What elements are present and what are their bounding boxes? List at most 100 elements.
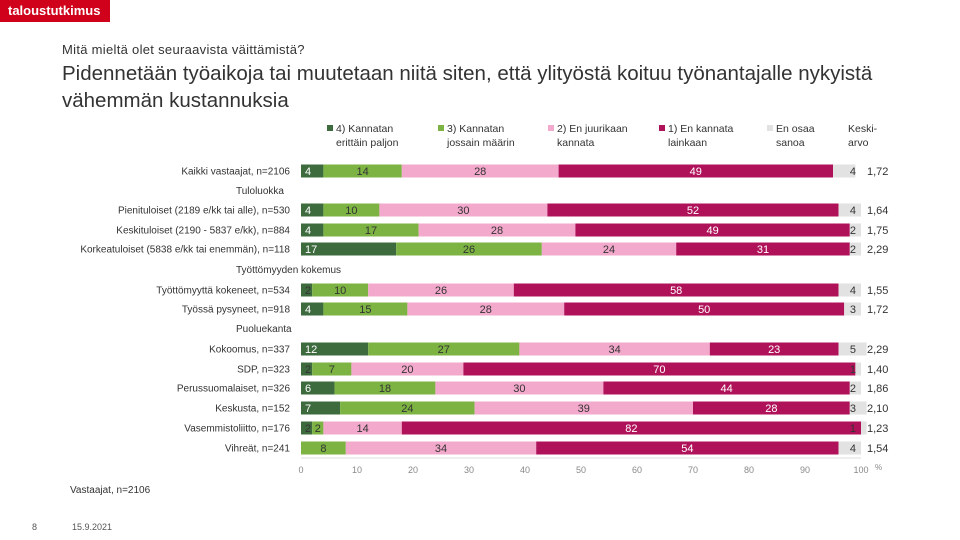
date: 15.9.2021 [72, 522, 113, 532]
data-label: 28 [491, 225, 503, 237]
data-label: 1 [850, 364, 856, 376]
row-label: Vihreät, n=241 [225, 444, 291, 455]
mean-header: Keski-arvo [848, 123, 878, 149]
bar-segment [844, 302, 861, 316]
legend-label: En osaa sanoa [776, 123, 815, 149]
mean-value: 1,72 [867, 304, 888, 316]
data-label: 14 [356, 166, 368, 178]
data-label: 20 [401, 364, 413, 376]
data-label: 31 [757, 244, 769, 256]
bar-segment [838, 441, 861, 455]
data-label: 26 [435, 285, 447, 297]
bar-segment [301, 381, 335, 395]
mean-value: 1,64 [867, 205, 888, 217]
bar-segment [334, 381, 436, 395]
bar-segment [849, 401, 867, 415]
bar-segment [463, 362, 856, 376]
data-label: 2 [305, 423, 311, 435]
legend-label: 1) En kannata lainkaan [668, 123, 734, 149]
bar-segment [401, 164, 559, 178]
data-label: 4 [305, 205, 311, 217]
data-label: 50 [698, 304, 710, 316]
x-tick-label: 30 [464, 465, 474, 475]
bar-segment [693, 401, 850, 415]
data-label: 4 [305, 304, 311, 316]
group-header: Työttömyyden kokemus [236, 265, 341, 276]
data-label: 12 [305, 344, 317, 356]
data-label: 49 [690, 166, 702, 178]
mean-value: 2,10 [867, 403, 888, 415]
bar-segment [407, 302, 565, 316]
bar-segment [323, 421, 402, 435]
row-label: Pienituloiset (2189 e/kk tai alle), n=53… [118, 206, 290, 217]
legend-swatch [659, 125, 665, 131]
chart-title: Pidennetään työaikoja tai muutetaan niit… [62, 62, 873, 112]
group-header: Tuloluokka [236, 186, 284, 197]
data-label: 34 [608, 344, 620, 356]
data-label: 4 [850, 443, 856, 455]
data-label: 7 [329, 364, 335, 376]
data-label: 14 [356, 423, 368, 435]
mean-value: 1,54 [867, 443, 888, 455]
bar-segment [401, 421, 861, 435]
legend-label: 2) En juurikaan kannata [557, 123, 628, 149]
data-label: 27 [438, 344, 450, 356]
data-label: 23 [768, 344, 780, 356]
data-label: 26 [463, 244, 475, 256]
legend-swatch [327, 125, 333, 131]
bar-segment [855, 362, 861, 376]
bar-segment [301, 421, 313, 435]
data-label: 17 [305, 244, 317, 256]
data-label: 2 [850, 244, 856, 256]
bar-segment [312, 283, 369, 297]
bar-segment [558, 164, 833, 178]
data-label: 3 [850, 304, 856, 316]
mean-value: 1,55 [867, 285, 888, 297]
x-tick-label: 80 [744, 465, 754, 475]
data-label: 2 [305, 364, 311, 376]
data-label: 28 [765, 403, 777, 415]
data-label: 49 [706, 225, 718, 237]
x-tick-label: 50 [576, 465, 586, 475]
data-label: 34 [435, 443, 447, 455]
bar-segment [575, 223, 850, 237]
data-label: 17 [365, 225, 377, 237]
data-label: 4 [850, 166, 856, 178]
mean-value: 1,72 [867, 166, 888, 178]
data-label: 4 [850, 205, 856, 217]
bar-segment [301, 302, 324, 316]
data-label: 3 [850, 403, 856, 415]
bar-segment [301, 362, 313, 376]
mean-value: 1,75 [867, 225, 888, 237]
data-label: 28 [480, 304, 492, 316]
data-label: 4 [850, 285, 856, 297]
bar-segment [312, 421, 324, 435]
row-label: Keskusta, n=152 [215, 404, 290, 415]
x-tick-label: 40 [520, 465, 530, 475]
legend-swatch [767, 125, 773, 131]
data-label: 5 [850, 344, 856, 356]
bar-segment [849, 381, 861, 395]
bar-segment [838, 342, 867, 356]
bar-segment [513, 283, 839, 297]
legend-swatch [438, 125, 444, 131]
data-label: 70 [653, 364, 665, 376]
data-label: 2 [315, 423, 321, 435]
bar-segment [418, 223, 576, 237]
legend-label: 4) Kannatan erittäin paljon [336, 123, 399, 149]
data-label: 15 [359, 304, 371, 316]
mean-value: 1,86 [867, 383, 888, 395]
row-label: Työttömyyttä kokeneet, n=534 [156, 286, 290, 297]
bar-segment [849, 242, 861, 256]
mean-value: 1,23 [867, 423, 888, 435]
row-label: Kokoomus, n=337 [209, 345, 290, 356]
bar-segment [345, 441, 537, 455]
row-label: Keskituloiset (2190 - 5837 e/kk), n=884 [116, 226, 290, 237]
question-text: Mitä mieltä olet seuraavista väittämistä… [62, 42, 305, 57]
data-label: 2 [850, 225, 856, 237]
data-label: 2 [305, 285, 311, 297]
bar-segment [301, 164, 324, 178]
bar-segment [519, 342, 710, 356]
bar-segment [340, 401, 475, 415]
